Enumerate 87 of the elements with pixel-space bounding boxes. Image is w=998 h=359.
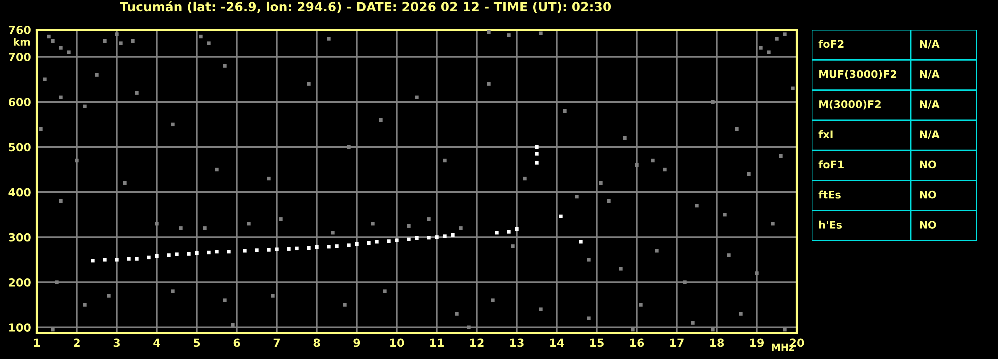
x-tick-label: 2 <box>74 338 80 347</box>
point <box>167 254 171 258</box>
point <box>287 247 291 251</box>
point <box>495 231 499 235</box>
point <box>515 227 519 232</box>
point <box>535 152 539 156</box>
point <box>559 214 563 219</box>
x-tick-label: 4 <box>154 338 160 347</box>
x-tick-label: 1 <box>34 338 40 347</box>
text: M(3000)F2 <box>820 100 881 110</box>
x-tick-label: 9 <box>354 338 360 348</box>
point <box>267 248 271 252</box>
x-tick-label: 15 <box>590 338 604 348</box>
point <box>215 250 219 254</box>
point <box>407 238 411 242</box>
point <box>127 257 131 261</box>
x-tick-label: 13 <box>510 338 524 348</box>
y-tick-label: 760 <box>8 26 31 34</box>
text: foF2 <box>818 40 844 48</box>
x-tick-label: 17 <box>670 338 684 347</box>
point <box>427 236 431 240</box>
point <box>535 145 539 150</box>
y-tick-label: 500 <box>9 143 31 152</box>
text: N/A <box>920 130 940 140</box>
point <box>155 254 159 258</box>
point <box>387 240 391 244</box>
point <box>175 252 179 256</box>
x-tick-label: 11 <box>430 338 444 347</box>
point <box>415 236 419 240</box>
y-tick-label: 700 <box>8 53 31 62</box>
point <box>451 233 455 237</box>
point <box>187 252 191 256</box>
x-tick-label: 7 <box>274 338 280 347</box>
x-tick-label: 18 <box>710 338 724 348</box>
point <box>335 244 339 248</box>
y-tick-label: 300 <box>8 233 31 242</box>
point <box>147 256 151 260</box>
x-tick-label: 12 <box>470 338 484 347</box>
point <box>135 257 139 261</box>
chart-title: Tucumán (lat: -26.9, lon: 294.6) - DATE: 2026 02 12 - TIME (UT): 02:30 <box>120 1 612 14</box>
x-tick-label: 14 <box>550 338 564 347</box>
y-tick-label: 600 <box>8 98 31 107</box>
point <box>295 246 299 251</box>
text: NO <box>920 221 936 229</box>
y-tick-label: 400 <box>8 188 31 197</box>
text: N/A <box>920 70 940 80</box>
point <box>195 251 199 256</box>
point <box>535 161 539 165</box>
text: ftEs <box>818 190 841 199</box>
point <box>227 250 231 254</box>
x-tick-label: 8 <box>314 338 320 348</box>
point <box>579 240 583 244</box>
point <box>115 258 119 262</box>
text: NO <box>920 190 936 199</box>
x-tick-label: 19 <box>750 338 764 348</box>
x-tick-label: 5 <box>194 338 200 348</box>
point <box>327 245 331 249</box>
y-tick-label: 100 <box>10 324 31 332</box>
text: foF1 <box>818 160 844 169</box>
point <box>507 230 511 234</box>
point <box>307 246 311 250</box>
point <box>103 258 107 262</box>
y-axis-title: km <box>14 38 30 46</box>
point <box>395 238 399 242</box>
point <box>435 236 439 240</box>
point <box>207 250 211 255</box>
text: fxI <box>818 130 833 138</box>
x-tick-label: 6 <box>234 338 240 348</box>
point <box>315 245 319 250</box>
point <box>91 259 95 263</box>
point <box>367 241 371 246</box>
text: h'Es <box>819 220 842 229</box>
point <box>255 248 259 252</box>
point <box>347 244 351 248</box>
point <box>443 234 447 238</box>
text: N/A <box>920 40 940 49</box>
point <box>275 248 279 252</box>
text: N/A <box>920 100 940 110</box>
text: NO <box>920 160 936 169</box>
text: MUF(3000)F2 <box>820 70 897 80</box>
y-tick-label: 200 <box>9 278 31 287</box>
x-tick-label: 10 <box>390 338 404 348</box>
point <box>355 242 359 246</box>
x-tick-label: 3 <box>114 338 120 348</box>
point <box>375 240 379 244</box>
point <box>243 249 247 253</box>
x-tick-label: 16 <box>630 338 644 348</box>
